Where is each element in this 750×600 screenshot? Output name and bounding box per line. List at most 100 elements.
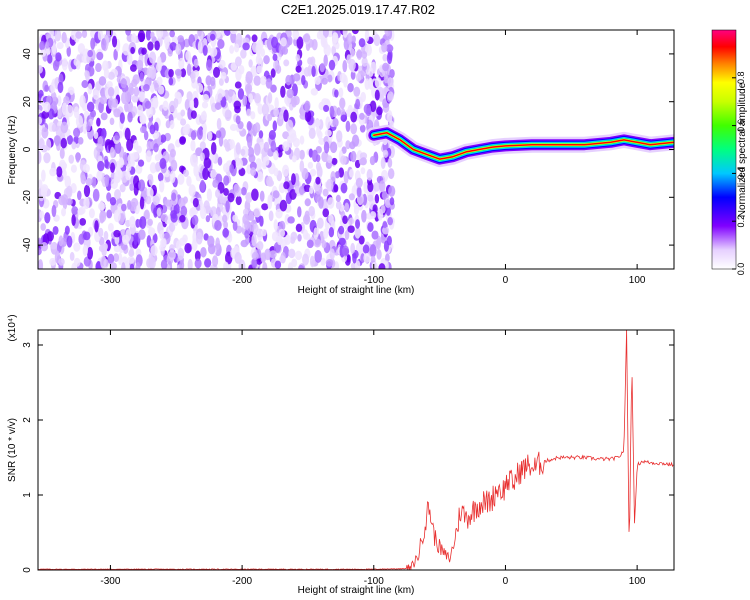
heatmap-cell <box>113 209 121 223</box>
heatmap-cell <box>60 194 69 205</box>
heatmap-cell <box>212 179 219 188</box>
heatmap-cell <box>218 59 226 69</box>
heatmap-cell <box>93 131 99 139</box>
heatmap-cell <box>39 210 45 220</box>
heatmap-cell <box>227 89 234 97</box>
heatmap-cell <box>77 208 84 216</box>
heatmap-cell <box>61 58 68 71</box>
heatmap-cell <box>75 152 81 163</box>
x-tick-label: -200 <box>232 576 252 587</box>
snr-panel: -300 -200 -100 0 100 0 1 2 3 Height of straight… <box>7 314 675 596</box>
heatmap-cell <box>327 74 333 83</box>
heatmap-cell <box>229 30 238 35</box>
heatmap-cell <box>270 84 277 93</box>
heatmap-cell <box>267 113 273 122</box>
heatmap-cell <box>99 96 108 105</box>
heatmap-cell <box>165 120 171 129</box>
heatmap-cell <box>201 101 209 109</box>
heatmap-cell <box>202 167 209 181</box>
heatmap-cell <box>263 141 270 153</box>
heatmap-cell <box>119 183 126 193</box>
heatmap-cell <box>350 70 356 80</box>
heatmap-cell <box>374 193 380 204</box>
heatmap-cell <box>385 44 394 53</box>
heatmap-cell <box>373 182 380 192</box>
colorbar: 0.0 0.2 0.4 0.6 0.8 Normalized spectral ampl… <box>711 29 748 275</box>
heatmap-cell <box>285 74 292 86</box>
heatmap-cell <box>139 126 147 134</box>
heatmap-cell <box>195 232 203 245</box>
heatmap-cell <box>130 64 137 72</box>
heatmap-cell <box>324 129 332 137</box>
heatmap-cell <box>186 63 192 76</box>
heatmap-cell <box>146 187 154 199</box>
heatmap-cell <box>382 62 390 72</box>
heatmap-cell <box>362 244 370 254</box>
heatmap-cell <box>313 238 322 248</box>
heatmap-cell <box>323 228 329 239</box>
heatmap-cell <box>350 111 358 123</box>
heatmap-cell <box>333 184 339 193</box>
heatmap-cell <box>154 154 161 162</box>
heatmap-cell <box>382 220 388 229</box>
heatmap-cell <box>111 35 118 48</box>
heatmap-cell <box>242 208 249 216</box>
heatmap-cell <box>40 242 49 252</box>
heatmap-cell <box>133 175 140 189</box>
heatmap-cell <box>159 229 165 240</box>
heatmap-cell <box>273 219 279 231</box>
heatmap-cell <box>45 138 52 151</box>
heatmap-cell <box>99 210 107 223</box>
heatmap-cell <box>314 76 321 86</box>
heatmap-cell <box>305 110 312 123</box>
heatmap-cell <box>200 246 207 258</box>
heatmap-cell <box>169 119 175 130</box>
heatmap-cell <box>160 238 167 248</box>
heatmap-cell <box>388 185 396 197</box>
heatmap-cell <box>57 108 62 119</box>
heatmap-cell <box>129 183 134 192</box>
heatmap-cell <box>96 144 104 153</box>
x-tick-label: -300 <box>100 576 120 587</box>
heatmap-cell <box>103 230 109 241</box>
snr-frame <box>37 329 675 571</box>
heatmap-cell <box>375 237 381 250</box>
heatmap-cell <box>235 142 241 155</box>
heatmap-cell <box>38 237 42 246</box>
heatmap-cell <box>187 258 193 269</box>
heatmap-cell <box>227 192 235 203</box>
heatmap-cell <box>71 214 76 226</box>
y-tick-label: 1 <box>22 492 33 498</box>
heatmap-cell <box>292 137 300 148</box>
heatmap-cell <box>353 86 361 97</box>
heatmap-cell <box>246 108 252 117</box>
heatmap-cell <box>50 242 58 250</box>
heatmap-cell <box>199 152 205 162</box>
heatmap-cell <box>56 95 62 107</box>
heatmap-cell <box>361 51 368 59</box>
heatmap-cell <box>223 220 229 230</box>
heatmap-cell <box>145 195 152 205</box>
heatmap-cell <box>109 262 117 269</box>
heatmap-cell <box>66 185 73 199</box>
heatmap-cell <box>69 251 75 262</box>
heatmap-cell <box>98 76 107 86</box>
heatmap-cell <box>245 71 253 85</box>
heatmap-cell <box>274 97 279 110</box>
heatmap-cell <box>356 49 363 61</box>
heatmap-cell <box>234 81 242 89</box>
heatmap-cell <box>193 58 199 68</box>
heatmap-cell <box>261 203 269 211</box>
heatmap-cell <box>253 93 262 104</box>
heatmap-cell <box>363 103 372 115</box>
heatmap-cell <box>125 30 131 36</box>
heatmap-cell <box>356 186 362 198</box>
heatmap-cell <box>306 239 314 249</box>
heatmap-cell <box>367 222 374 232</box>
heatmap-cell <box>91 176 97 188</box>
heatmap-cell <box>348 168 354 178</box>
heatmap-cell <box>60 121 69 134</box>
heatmap-cell <box>289 236 296 244</box>
heatmap-cell <box>347 82 354 93</box>
heatmap-cell <box>235 158 243 170</box>
